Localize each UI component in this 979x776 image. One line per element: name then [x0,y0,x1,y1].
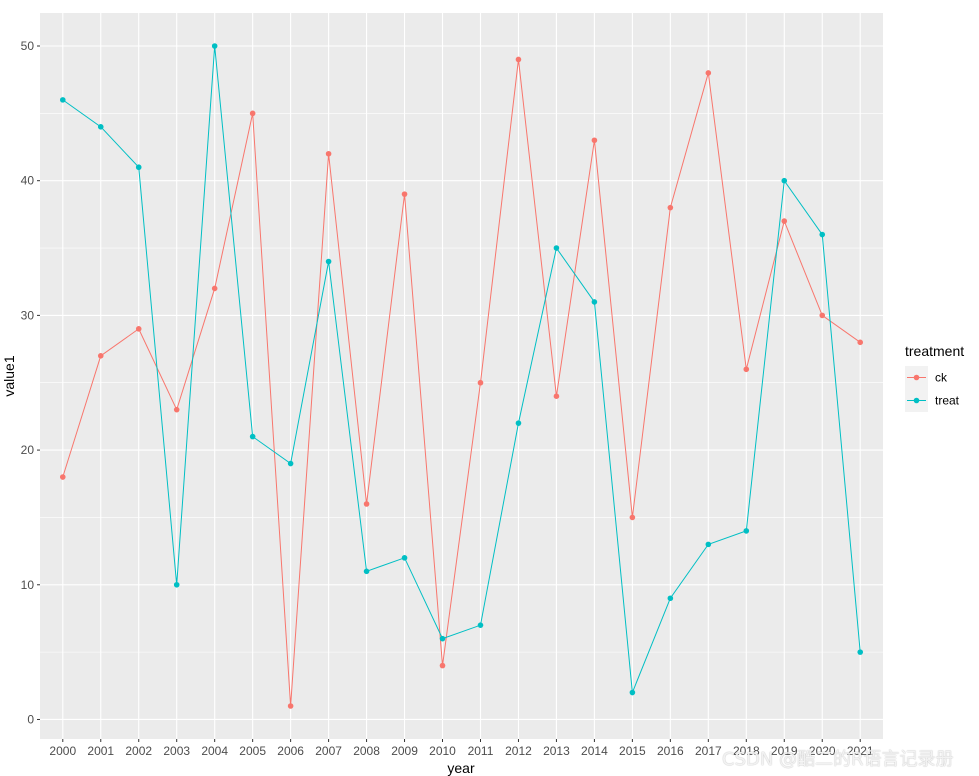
x-tick-label: 2004 [201,744,228,758]
data-point-ck [819,312,826,319]
data-point-treat [325,258,332,265]
data-point-ck [97,352,104,359]
x-tick-label: 2019 [771,744,798,758]
data-point-treat [857,649,864,655]
data-point-treat [743,528,750,534]
series-ck [59,56,864,709]
data-point-ck [59,474,66,480]
data-point-ck [173,406,180,413]
x-tick-label: 2001 [87,744,114,758]
x-tick-label: 2021 [847,744,874,758]
data-point-ck [629,514,636,521]
legend-items: ck treat [905,366,960,412]
data-point-ck [553,393,560,400]
data-point-treat [705,541,712,548]
series-line-treat [62,45,861,693]
data-point-ck [135,326,142,332]
legend-label-treat: treat [935,394,960,408]
data-point-ck [667,204,674,211]
y-tick-label: 0 [27,712,34,726]
data-point-treat [629,689,636,696]
x-tick-label: 2006 [277,744,304,758]
y-tick-label: 50 [21,39,35,53]
data-point-ck [705,70,712,76]
data-point-treat [819,231,826,238]
data-point-treat [477,622,484,628]
x-tick-label: 2009 [391,744,418,758]
data-point-treat [135,164,142,171]
series-line-ck [62,59,861,707]
data-point-treat [97,124,104,130]
data-point-treat [781,177,788,184]
data-point-ck [743,366,750,373]
data-point-treat [173,581,180,588]
x-axis: 2000 2001 2002 2003 2004 2005 2006 2007 2008 2009… [49,739,874,758]
plot-panel [40,13,883,739]
data-point-treat [363,568,370,575]
data-point-treat [287,460,294,467]
data-point-treat [401,555,408,561]
data-point-treat [553,245,560,251]
data-point-treat [667,595,674,602]
legend-item-ck: ck [905,366,948,389]
x-tick-label: 2005 [239,744,266,758]
data-point-treat [439,635,446,642]
y-axis-title: value1 [1,355,17,396]
x-tick-label: 2008 [353,744,380,758]
x-tick-label: 2002 [125,744,152,758]
data-point-ck [439,662,446,669]
data-point-treat [515,420,522,426]
data-point-ck [363,501,370,507]
legend-key-point [913,374,920,381]
data-point-ck [325,150,332,157]
y-tick-label: 40 [21,174,35,188]
x-tick-label: 2013 [543,744,570,758]
x-tick-label: 2003 [163,744,190,758]
legend-title: treatment [905,343,964,359]
data-point-treat [249,433,256,440]
data-point-ck [211,285,218,292]
x-tick-label: 2007 [315,744,342,758]
legend-item-treat: treat [905,389,960,412]
x-tick-label: 2014 [581,744,608,758]
x-tick-label: 2000 [49,744,76,758]
x-tick-label: 2016 [657,744,684,758]
data-point-treat [591,299,598,305]
data-point-ck [401,191,408,197]
data-point-ck [591,137,598,144]
data-point-treat [211,43,218,49]
data-point-ck [477,379,484,386]
data-point-ck [515,56,522,63]
x-tick-label: 2015 [619,744,646,758]
series-treat [59,43,864,696]
legend-key-point [913,397,920,404]
data-point-ck [857,339,864,346]
data-point-ck [287,703,294,709]
x-tick-label: 2010 [429,744,456,758]
x-tick-label: 2018 [733,744,760,758]
x-tick-label: 2011 [468,744,494,758]
data-point-treat [59,97,66,103]
x-tick-label: 2012 [505,744,532,758]
y-tick-label: 20 [21,443,35,457]
major-gridlines [40,13,883,739]
legend: treatment ck treat [905,343,964,412]
data-point-ck [781,218,788,224]
legend-label-ck: ck [935,371,948,385]
watermark: CSDN @酷二的R语言记录册 [722,749,954,770]
y-tick-label: 10 [21,578,35,592]
data-point-ck [249,110,256,117]
y-tick-label: 30 [21,308,35,322]
series-layer [59,43,864,709]
x-axis-title: year [447,760,475,776]
minor-gridlines [40,113,883,653]
y-axis: 0 10 20 30 40 50 [21,39,40,726]
x-tick-label: 2020 [809,744,836,758]
x-tick-label: 2017 [695,744,722,758]
